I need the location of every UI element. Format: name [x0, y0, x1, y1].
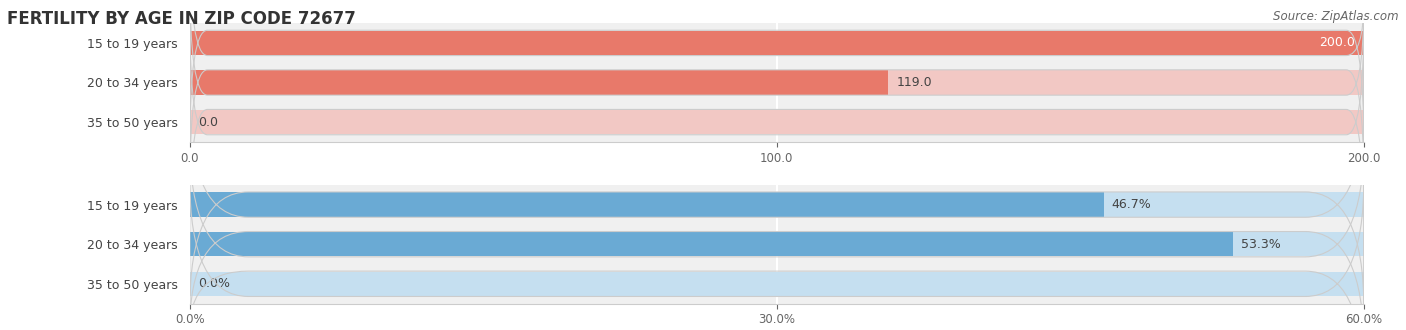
Bar [190, 31, 1364, 55]
Text: FERTILITY BY AGE IN ZIP CODE 72677: FERTILITY BY AGE IN ZIP CODE 72677 [7, 10, 356, 28]
Text: 0.0: 0.0 [198, 115, 218, 129]
Bar [190, 192, 1364, 217]
Bar [190, 272, 1364, 296]
Text: Source: ZipAtlas.com: Source: ZipAtlas.com [1274, 10, 1399, 23]
Bar [190, 232, 1233, 256]
Bar [190, 70, 889, 95]
Bar [190, 232, 1364, 256]
Text: 53.3%: 53.3% [1240, 238, 1281, 251]
Text: 119.0: 119.0 [897, 76, 932, 89]
Bar [190, 192, 1104, 217]
Bar [190, 31, 1364, 55]
Text: 46.7%: 46.7% [1111, 198, 1152, 211]
Text: 200.0: 200.0 [1319, 36, 1355, 49]
Bar [190, 70, 1364, 95]
Bar [190, 110, 1364, 134]
Text: 0.0%: 0.0% [198, 277, 229, 290]
